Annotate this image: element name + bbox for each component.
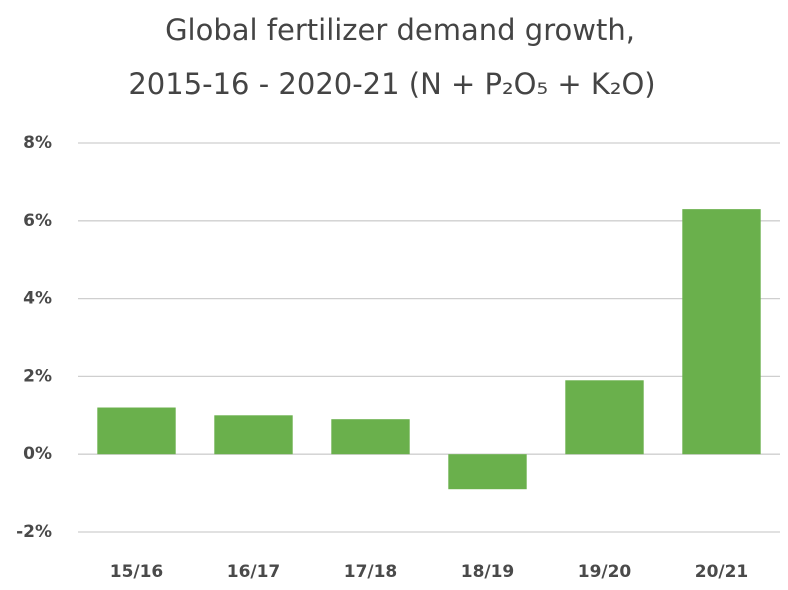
y-tick-label: -2%	[16, 522, 52, 542]
x-tick-label: 15/16	[110, 562, 164, 582]
y-tick-label: 6%	[23, 211, 52, 231]
x-tick-label: 17/18	[344, 562, 398, 582]
x-tick-label: 16/17	[227, 562, 281, 582]
y-tick-label: 0%	[23, 444, 52, 464]
chart-title: Global fertilizer demand growth,	[165, 13, 635, 47]
x-tick-label: 20/21	[695, 562, 749, 582]
y-tick-label: 2%	[23, 366, 52, 386]
bar	[97, 407, 176, 455]
bar	[448, 454, 527, 490]
y-tick-label: 8%	[23, 133, 52, 153]
bar	[331, 419, 410, 455]
y-tick-label: 4%	[23, 289, 52, 309]
x-tick-label: 19/20	[578, 562, 632, 582]
bar	[565, 380, 644, 455]
bar	[682, 209, 761, 455]
chart-subtitle: 2015-16 - 2020-21 (N + P₂O₅ + K₂O)	[128, 67, 655, 101]
bar	[214, 415, 293, 455]
x-tick-label: 18/19	[461, 562, 515, 582]
